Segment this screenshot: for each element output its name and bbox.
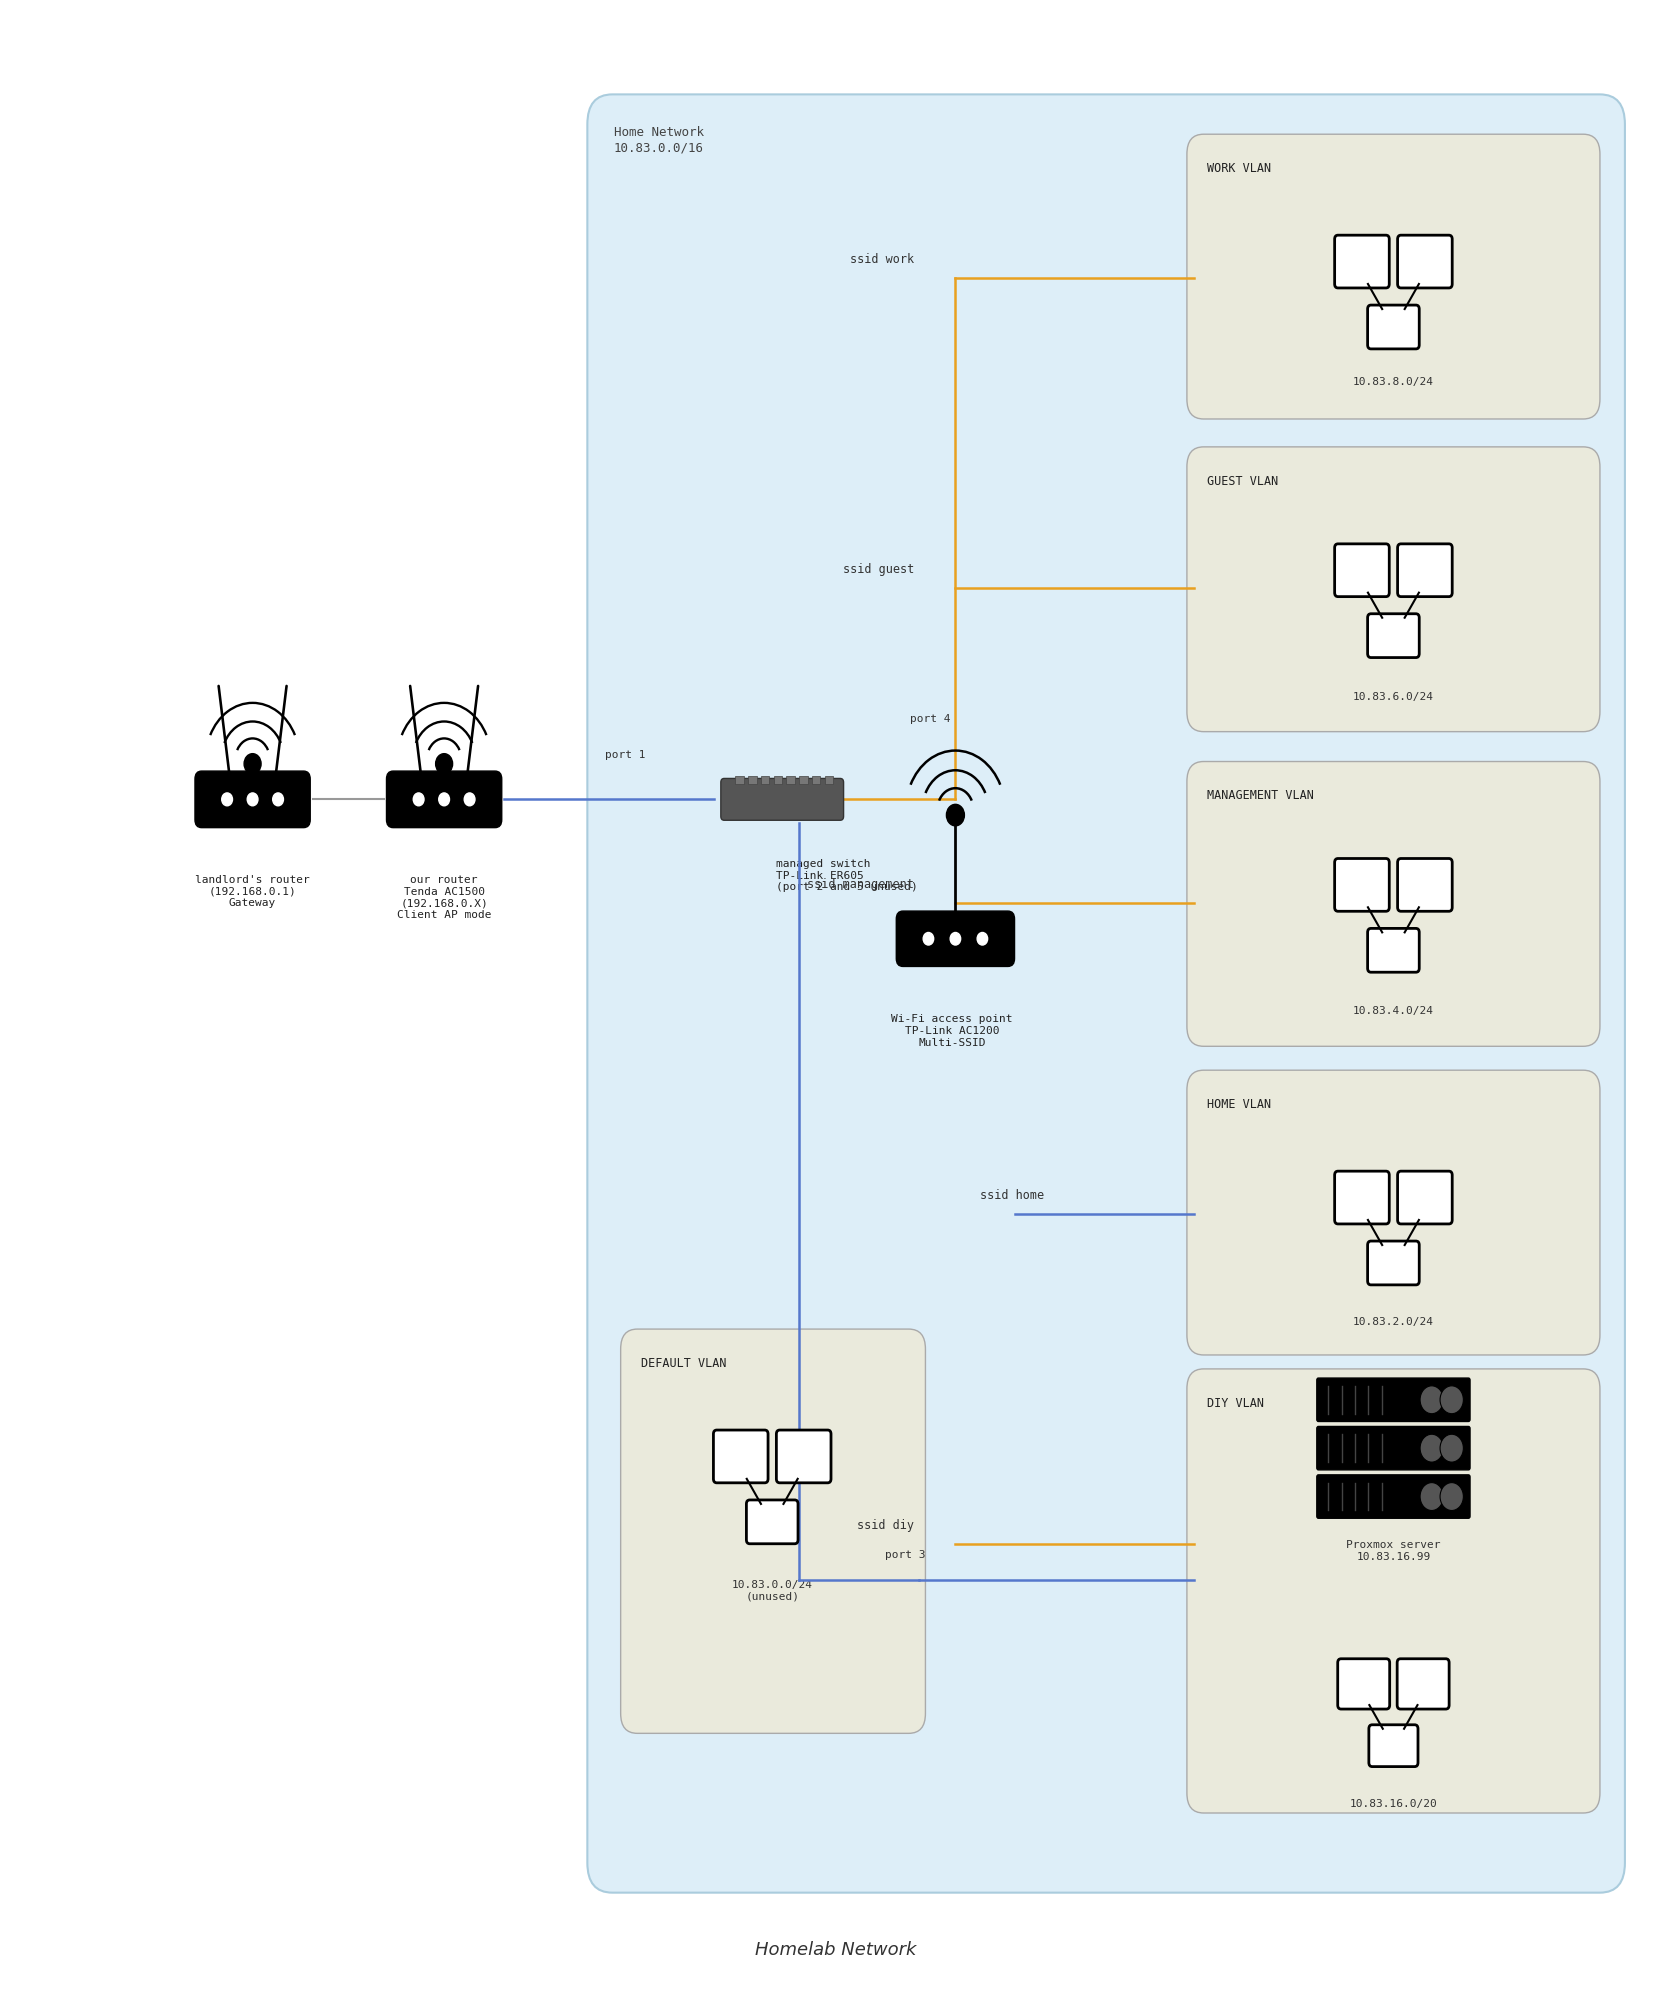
Text: Homelab Network: Homelab Network — [755, 1941, 916, 1959]
Circle shape — [1440, 1434, 1464, 1462]
Text: 10.83.0.0/24
(unused): 10.83.0.0/24 (unused) — [732, 1580, 812, 1602]
Text: 10.83.2.0/24: 10.83.2.0/24 — [1354, 1318, 1434, 1328]
FancyBboxPatch shape — [1397, 1660, 1449, 1709]
FancyBboxPatch shape — [1367, 1240, 1419, 1284]
FancyBboxPatch shape — [799, 777, 807, 785]
FancyBboxPatch shape — [1317, 1426, 1470, 1470]
Circle shape — [978, 933, 988, 945]
Circle shape — [1420, 1434, 1444, 1462]
Text: WORK VLAN: WORK VLAN — [1206, 162, 1272, 176]
FancyBboxPatch shape — [1335, 543, 1389, 597]
Circle shape — [1440, 1482, 1464, 1510]
Text: HOME VLAN: HOME VLAN — [1206, 1098, 1272, 1110]
Circle shape — [922, 933, 934, 945]
Text: Proxmox server
10.83.16.99: Proxmox server 10.83.16.99 — [1347, 1540, 1440, 1562]
FancyBboxPatch shape — [749, 777, 757, 785]
Circle shape — [946, 805, 964, 827]
Text: ssid diy: ssid diy — [857, 1520, 914, 1532]
FancyBboxPatch shape — [1397, 543, 1452, 597]
Circle shape — [247, 793, 257, 805]
FancyBboxPatch shape — [587, 94, 1624, 1893]
FancyBboxPatch shape — [196, 771, 311, 827]
Text: port 3: port 3 — [886, 1550, 926, 1560]
FancyBboxPatch shape — [1317, 1476, 1470, 1518]
FancyBboxPatch shape — [1186, 1368, 1599, 1813]
Text: ssid guest: ssid guest — [842, 563, 914, 577]
Text: ssid home: ssid home — [981, 1188, 1044, 1202]
Circle shape — [244, 753, 261, 775]
FancyBboxPatch shape — [714, 1430, 769, 1484]
Text: DEFAULT VLAN: DEFAULT VLAN — [640, 1356, 727, 1370]
Circle shape — [465, 793, 475, 805]
Circle shape — [222, 793, 232, 805]
Circle shape — [951, 933, 961, 945]
FancyBboxPatch shape — [747, 1500, 799, 1544]
FancyBboxPatch shape — [1338, 1660, 1390, 1709]
Text: Home Network
10.83.0.0/16: Home Network 10.83.0.0/16 — [613, 126, 703, 154]
FancyBboxPatch shape — [1335, 1170, 1389, 1224]
FancyBboxPatch shape — [825, 777, 834, 785]
FancyBboxPatch shape — [1369, 1725, 1419, 1767]
Text: 10.83.16.0/20: 10.83.16.0/20 — [1350, 1799, 1437, 1809]
FancyBboxPatch shape — [777, 1430, 830, 1484]
FancyBboxPatch shape — [1317, 1378, 1470, 1422]
Circle shape — [436, 753, 453, 775]
Text: DIY VLAN: DIY VLAN — [1206, 1396, 1263, 1410]
FancyBboxPatch shape — [760, 777, 769, 785]
FancyBboxPatch shape — [1367, 613, 1419, 657]
Text: MANAGEMENT VLAN: MANAGEMENT VLAN — [1206, 789, 1313, 803]
FancyBboxPatch shape — [1335, 859, 1389, 911]
Text: our router
Tenda AC1500
(192.168.0.X)
Client AP mode: our router Tenda AC1500 (192.168.0.X) Cl… — [398, 875, 491, 921]
FancyBboxPatch shape — [1335, 236, 1389, 288]
Circle shape — [1440, 1386, 1464, 1414]
FancyBboxPatch shape — [774, 777, 782, 785]
FancyBboxPatch shape — [896, 911, 1014, 967]
FancyBboxPatch shape — [620, 1330, 926, 1733]
Circle shape — [272, 793, 284, 805]
Circle shape — [439, 793, 449, 805]
Text: port 4: port 4 — [911, 713, 951, 723]
Text: port 1: port 1 — [605, 749, 647, 759]
Text: landlord's router
(192.168.0.1)
Gateway: landlord's router (192.168.0.1) Gateway — [196, 875, 309, 909]
Text: managed switch
TP-Link ER605
(port 2 and 5 unused): managed switch TP-Link ER605 (port 2 and… — [775, 859, 917, 893]
Circle shape — [1420, 1482, 1444, 1510]
FancyBboxPatch shape — [735, 777, 744, 785]
Text: ssid management: ssid management — [807, 879, 914, 891]
FancyBboxPatch shape — [720, 779, 844, 821]
Text: Wi-Fi access point
TP-Link AC1200
Multi-SSID: Wi-Fi access point TP-Link AC1200 Multi-… — [891, 1014, 1013, 1048]
FancyBboxPatch shape — [1186, 447, 1599, 731]
Text: ssid work: ssid work — [849, 254, 914, 266]
Text: 10.83.8.0/24: 10.83.8.0/24 — [1354, 377, 1434, 387]
FancyBboxPatch shape — [1186, 1070, 1599, 1356]
FancyBboxPatch shape — [1186, 134, 1599, 419]
FancyBboxPatch shape — [1367, 306, 1419, 349]
FancyBboxPatch shape — [1397, 236, 1452, 288]
Text: GUEST VLAN: GUEST VLAN — [1206, 475, 1278, 487]
FancyBboxPatch shape — [812, 777, 820, 785]
FancyBboxPatch shape — [386, 771, 501, 827]
FancyBboxPatch shape — [1367, 929, 1419, 973]
Text: 10.83.6.0/24: 10.83.6.0/24 — [1354, 691, 1434, 701]
FancyBboxPatch shape — [1397, 859, 1452, 911]
Circle shape — [1420, 1386, 1444, 1414]
FancyBboxPatch shape — [1186, 761, 1599, 1046]
Circle shape — [413, 793, 424, 805]
FancyBboxPatch shape — [1397, 1170, 1452, 1224]
Text: 10.83.4.0/24: 10.83.4.0/24 — [1354, 1006, 1434, 1016]
FancyBboxPatch shape — [787, 777, 795, 785]
